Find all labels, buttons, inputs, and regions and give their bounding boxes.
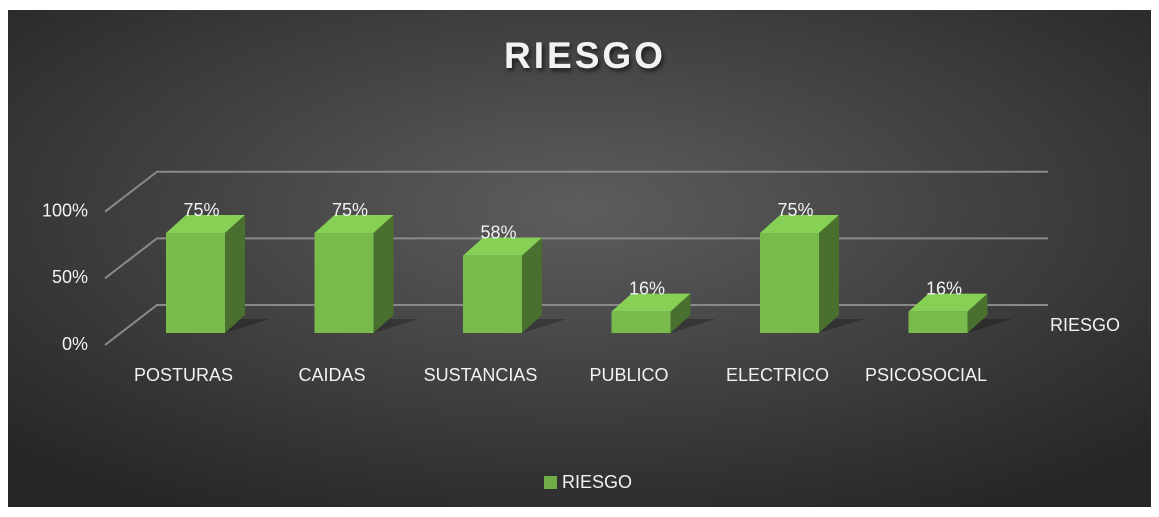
x-tick-label: CAIDAS: [298, 365, 365, 385]
bar: [166, 233, 225, 333]
bar: [463, 255, 522, 333]
y-tick-label: 50%: [52, 267, 88, 287]
grid-line: [104, 237, 1048, 280]
legend-label: RIESGO: [562, 472, 632, 492]
grid-line: [104, 170, 1048, 213]
chart-title: RIESGO: [504, 35, 666, 76]
bar-side: [819, 215, 839, 333]
bar-side: [522, 237, 542, 333]
bar-top: [611, 293, 691, 312]
bar-top: [760, 215, 839, 234]
data-label: 16%: [926, 278, 962, 298]
bar: [760, 233, 819, 333]
y-tick-label: 0%: [62, 334, 88, 354]
bar-top: [908, 293, 988, 312]
data-label: 16%: [629, 278, 665, 298]
y-tick-label: 100%: [42, 200, 88, 220]
bar-top: [314, 215, 394, 234]
bar-top: [166, 215, 245, 234]
bar-side: [670, 293, 691, 333]
legend-swatch: [544, 476, 557, 489]
bar: [611, 311, 671, 333]
x-tick-label: PSICOSOCIAL: [865, 365, 987, 385]
bar-top: [463, 237, 542, 256]
x-tick-label: ELECTRICO: [726, 365, 829, 385]
bar-side: [967, 293, 988, 333]
data-label: 75%: [332, 200, 368, 220]
data-label: 58%: [480, 222, 516, 242]
x-tick-label: PUBLICO: [589, 365, 668, 385]
depth-axis-label: RIESGO: [1050, 315, 1120, 335]
x-tick-label: POSTURAS: [134, 365, 233, 385]
bar-side: [225, 215, 245, 333]
data-label: 75%: [183, 200, 219, 220]
bar-side: [373, 215, 394, 333]
bar: [314, 233, 374, 333]
x-tick-label: SUSTANCIAS: [424, 365, 538, 385]
data-label: 75%: [777, 200, 813, 220]
bar: [908, 311, 968, 333]
grid-line: [104, 304, 1048, 346]
